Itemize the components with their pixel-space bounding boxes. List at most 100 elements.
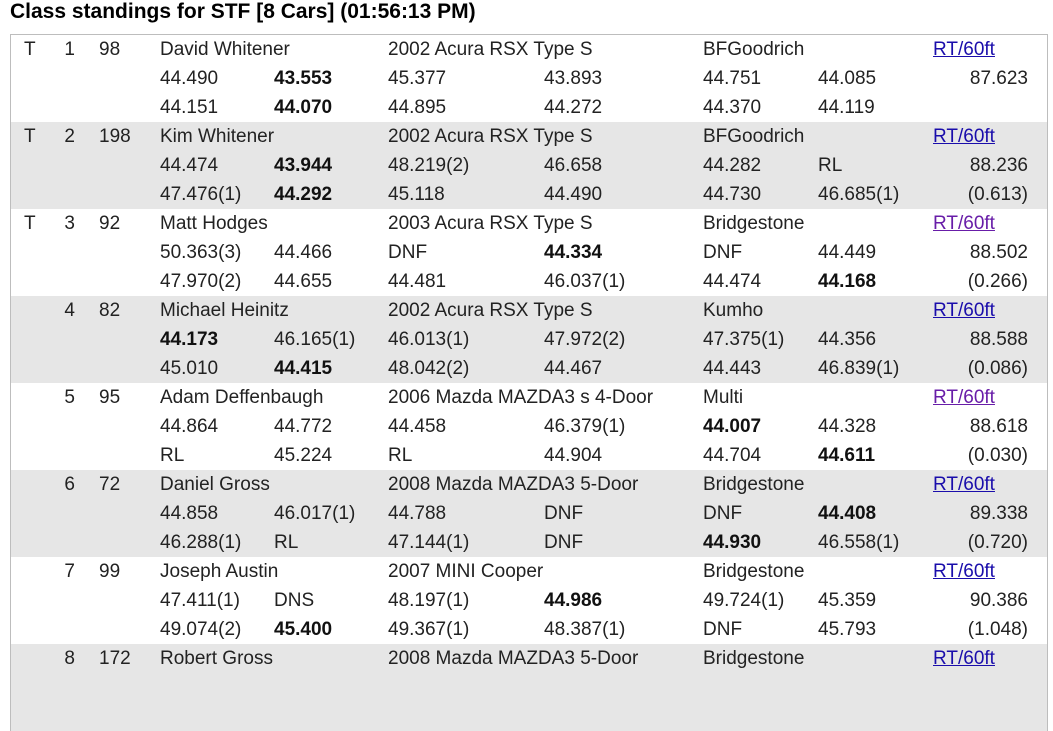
entry-info-line: 8 172 Robert Gross 2008 Mazda MAZDA3 5-Door… bbox=[11, 644, 1047, 673]
gap-to-previous: (0.720) bbox=[967, 532, 1028, 553]
table-row: 6 72 Daniel Gross 2008 Mazda MAZDA3 5-Door B… bbox=[11, 470, 1047, 557]
run-times-line-day2: 49.074(2) 45.400 49.367(1) 48.387(1) DNF 45.7… bbox=[11, 615, 1047, 644]
run-time: 48.387(1) bbox=[544, 619, 626, 640]
total-time: 90.386 bbox=[969, 590, 1028, 611]
run-time: 49.724(1) bbox=[703, 590, 785, 611]
tire-brand: BFGoodrich bbox=[703, 39, 805, 60]
run-time: 44.772 bbox=[274, 416, 333, 437]
run-time: 46.288(1) bbox=[160, 532, 242, 553]
results-table: T 1 98 David Whitener 2002 Acura RSX Type S B… bbox=[10, 34, 1048, 731]
run-time: 44.415 bbox=[274, 358, 333, 379]
run-time: 44.168 bbox=[818, 271, 877, 292]
car-number: 92 bbox=[99, 213, 121, 234]
total-time: 88.236 bbox=[969, 155, 1028, 176]
rt-60ft-link[interactable]: RT/60ft bbox=[933, 561, 995, 582]
entry-info-line: T 2 198 Kim Whitener 2002 Acura RSX Type S BF… bbox=[11, 122, 1047, 151]
run-time: 47.375(1) bbox=[703, 329, 785, 350]
tire-brand: Kumho bbox=[703, 300, 764, 321]
rt-60ft-link[interactable]: RT/60ft bbox=[933, 213, 995, 234]
run-time: 44.986 bbox=[544, 590, 603, 611]
run-time: 44.292 bbox=[274, 184, 333, 205]
run-times-line-day1: 44.474 43.944 48.219(2) 46.658 44.282 RL 88.23… bbox=[11, 151, 1047, 180]
driver-name: Daniel Gross bbox=[160, 474, 270, 495]
rt-60ft-link[interactable]: RT/60ft bbox=[933, 474, 995, 495]
run-time: 47.970(2) bbox=[160, 271, 242, 292]
run-time: 44.788 bbox=[388, 503, 447, 524]
car-model: 2003 Acura RSX Type S bbox=[388, 213, 593, 234]
run-time: DNF bbox=[544, 532, 584, 553]
run-time: 46.013(1) bbox=[388, 329, 470, 350]
run-time: 46.685(1) bbox=[818, 184, 900, 205]
run-time: 44.474 bbox=[703, 271, 762, 292]
run-time: 45.118 bbox=[388, 184, 445, 205]
run-time: 45.010 bbox=[160, 358, 219, 379]
run-time: 44.151 bbox=[160, 97, 219, 118]
total-time: 88.588 bbox=[969, 329, 1028, 350]
run-time: 45.400 bbox=[274, 619, 333, 640]
table-row: T 1 98 David Whitener 2002 Acura RSX Type S B… bbox=[11, 35, 1047, 122]
run-time: 44.328 bbox=[818, 416, 877, 437]
car-number: 198 bbox=[99, 126, 131, 147]
run-times-line-day1: 44.858 46.017(1) 44.788 DNF DNF 44.408 89.338 bbox=[11, 499, 1047, 528]
rt-60ft-link[interactable]: RT/60ft bbox=[933, 648, 995, 669]
rt-60ft-link[interactable]: RT/60ft bbox=[933, 387, 995, 408]
run-time: 44.704 bbox=[703, 445, 762, 466]
run-time: DNF bbox=[703, 503, 743, 524]
run-time: 44.751 bbox=[703, 68, 762, 89]
run-time: 45.377 bbox=[388, 68, 447, 89]
car-model: 2008 Mazda MAZDA3 5-Door bbox=[388, 648, 639, 669]
driver-name: David Whitener bbox=[160, 39, 290, 60]
run-time: 45.359 bbox=[818, 590, 877, 611]
run-time: 44.356 bbox=[818, 329, 877, 350]
run-time: 44.272 bbox=[544, 97, 603, 118]
car-number: 99 bbox=[99, 561, 121, 582]
run-time: 44.119 bbox=[818, 97, 875, 118]
run-time: DNF bbox=[544, 503, 584, 524]
run-times-line-day2: 45.010 44.415 48.042(2) 44.467 44.443 46.839(… bbox=[11, 354, 1047, 383]
tire-brand: Bridgestone bbox=[703, 474, 805, 495]
table-row: T 3 92 Matt Hodges 2003 Acura RSX Type S Brid… bbox=[11, 209, 1047, 296]
run-time: 45.793 bbox=[818, 619, 877, 640]
run-time: 44.490 bbox=[160, 68, 219, 89]
run-time: 43.944 bbox=[274, 155, 333, 176]
run-time: RL bbox=[160, 445, 185, 466]
run-time: RL bbox=[388, 445, 413, 466]
run-time: 44.443 bbox=[703, 358, 762, 379]
driver-name: Michael Heinitz bbox=[160, 300, 289, 321]
run-time: 44.334 bbox=[544, 242, 603, 263]
run-time: 47.144(1) bbox=[388, 532, 470, 553]
entry-info-line: T 1 98 David Whitener 2002 Acura RSX Type S B… bbox=[11, 35, 1047, 64]
run-times-line-day1: 44.173 46.165(1) 46.013(1) 47.972(2) 47.375(… bbox=[11, 325, 1047, 354]
car-number: 72 bbox=[99, 474, 121, 495]
driver-name: Adam Deffenbaugh bbox=[160, 387, 324, 408]
run-time: 44.007 bbox=[703, 416, 762, 437]
trophy-marker: T bbox=[24, 126, 36, 147]
rt-60ft-link[interactable]: RT/60ft bbox=[933, 39, 995, 60]
run-times-line-day2: RL 45.224 RL 44.904 44.704 44.611 (0.030) bbox=[11, 441, 1047, 470]
tire-brand: BFGoodrich bbox=[703, 126, 805, 147]
rt-60ft-link[interactable]: RT/60ft bbox=[933, 300, 995, 321]
rt-60ft-link[interactable]: RT/60ft bbox=[933, 126, 995, 147]
run-time: 44.408 bbox=[818, 503, 877, 524]
run-time: 48.197(1) bbox=[388, 590, 470, 611]
entry-info-line: 7 99 Joseph Austin 2007 MINI Cooper Bridgest… bbox=[11, 557, 1047, 586]
run-times-line-day1: 50.363(3) 44.466 DNF 44.334 DNF 44.449 88.502 bbox=[11, 238, 1047, 267]
run-time: RL bbox=[274, 532, 299, 553]
tire-brand: Multi bbox=[703, 387, 744, 408]
car-model: 2007 MINI Cooper bbox=[388, 561, 544, 582]
gap-to-previous: (1.048) bbox=[967, 619, 1028, 640]
driver-name: Joseph Austin bbox=[160, 561, 279, 582]
run-time: 47.411(1) bbox=[160, 590, 240, 611]
entry-info-line: 6 72 Daniel Gross 2008 Mazda MAZDA3 5-Door B… bbox=[11, 470, 1047, 499]
run-time: DNF bbox=[388, 242, 428, 263]
run-time: 44.282 bbox=[703, 155, 762, 176]
run-time: DNF bbox=[703, 242, 743, 263]
run-time: 46.379(1) bbox=[544, 416, 626, 437]
run-time: 44.858 bbox=[160, 503, 219, 524]
run-time: 44.085 bbox=[818, 68, 877, 89]
entry-info-line: 4 82 Michael Heinitz 2002 Acura RSX Type S K… bbox=[11, 296, 1047, 325]
driver-name: Matt Hodges bbox=[160, 213, 268, 234]
trophy-marker: T bbox=[24, 39, 36, 60]
car-model: 2002 Acura RSX Type S bbox=[388, 39, 593, 60]
run-time: 50.363(3) bbox=[160, 242, 242, 263]
